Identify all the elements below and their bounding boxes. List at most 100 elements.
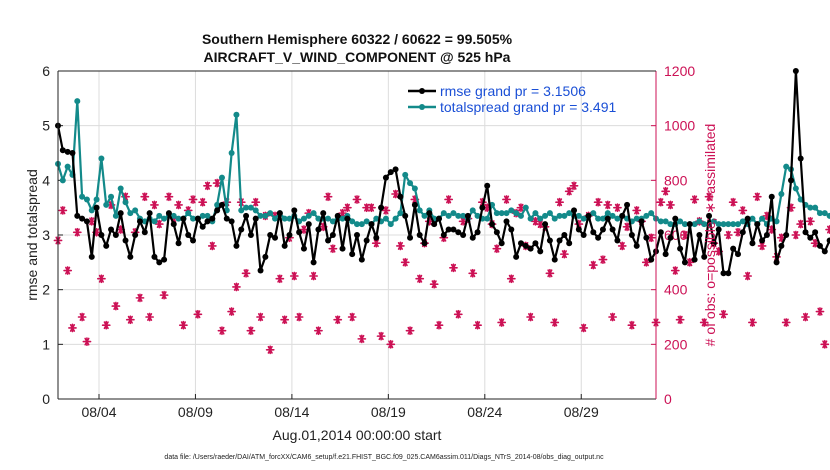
obs-point [72,227,82,237]
spread-point [407,180,414,187]
spread-point [517,212,524,219]
legend-rmse-label: rmse grand pr = 3.1506 [440,83,586,99]
rmse-point [517,240,524,247]
spread-point [272,215,279,222]
rmse-point [744,215,751,222]
rmse-point [445,226,452,233]
spread-point [807,204,814,211]
obs-point [265,345,275,355]
obs-point [550,318,560,327]
spread-point [228,150,235,156]
spread-point [609,212,616,219]
rmse-point [739,229,746,236]
rmse-point [759,237,766,244]
obs-point [622,222,632,232]
obs-point [241,268,251,278]
spread-point [358,221,365,228]
rmse-point [64,148,71,155]
spread-point [74,98,81,105]
rmse-point [103,242,110,249]
rmse-point [643,234,650,241]
rmse-point [349,251,356,258]
spread-point [759,215,766,222]
spread-point [252,207,259,214]
rmse-point [527,245,534,252]
rmse-point [267,232,274,238]
obs-point [473,320,482,330]
obs-point [159,290,169,300]
spread-point [190,215,197,222]
obs-point [728,197,738,207]
obs-point [603,200,613,210]
rmse-point [194,215,201,222]
rmse-point [821,248,828,255]
spread-point [286,215,293,222]
obs-point [251,197,261,207]
obs-point [757,241,767,251]
chart-title: Southern Hemisphere 60322 / 60622 = 99.5… [202,31,513,47]
rmse-point [151,253,158,260]
obs-point [559,249,569,259]
x-tick-label: 08/24 [467,404,502,420]
rmse-point [325,237,332,244]
rmse-point [484,182,491,189]
spread-point [522,204,529,211]
rmse-point [382,174,389,181]
rmse-point [537,248,544,255]
rmse-point [681,259,688,266]
spread-point [445,212,452,219]
obs-point [342,203,352,213]
rmse-point [204,218,211,225]
obs-point [719,309,728,319]
spread-point [633,215,640,222]
rmse-point [93,204,100,211]
rmse-point [455,229,462,236]
rmse-point [397,193,404,200]
rmse-point [373,234,380,241]
obs-point [405,326,415,336]
obs-point [275,274,285,284]
rmse-point [122,237,129,244]
rmse-point [305,221,312,228]
rmse-point [344,215,351,222]
spread-point [566,210,573,217]
legend-spread-label: totalspread grand pr = 3.491 [440,99,617,115]
spread-point [397,210,404,217]
rmse-point [677,245,684,252]
rmse-point [599,226,606,233]
rmse-point [175,240,182,247]
obs-point [738,206,748,215]
spread-point [373,215,380,222]
rmse-point [657,229,664,236]
rmse-point [474,229,481,236]
obs-point [579,323,589,333]
obs-point [564,186,574,196]
obs-point [588,260,598,270]
rmse-point [136,218,143,225]
obs-point [140,192,150,202]
obs-point [328,244,338,254]
spread-point [657,218,664,225]
rmse-point [734,251,741,258]
rmse-point [826,237,830,244]
obs-point [492,244,502,254]
rmse-point [354,232,360,238]
spread-point [440,210,447,217]
rmse-point [185,232,192,238]
obs-point [704,192,714,202]
rmse-point [223,215,230,222]
rmse-point [508,226,515,233]
spread-point [643,212,650,219]
rmse-point [387,169,394,176]
obs-point [207,241,217,251]
y2-tick-label: 0 [664,391,672,407]
footnote: data file: /Users/raeder/DAI/ATM_forcXX/… [164,454,604,461]
x-tick-label: 08/14 [274,404,309,420]
obs-point [690,195,699,204]
spread-point [681,221,688,228]
spread-point [701,221,708,228]
spread-point [513,210,520,217]
spread-point [214,201,221,208]
obs-point [752,192,762,202]
spread-point [382,215,389,222]
